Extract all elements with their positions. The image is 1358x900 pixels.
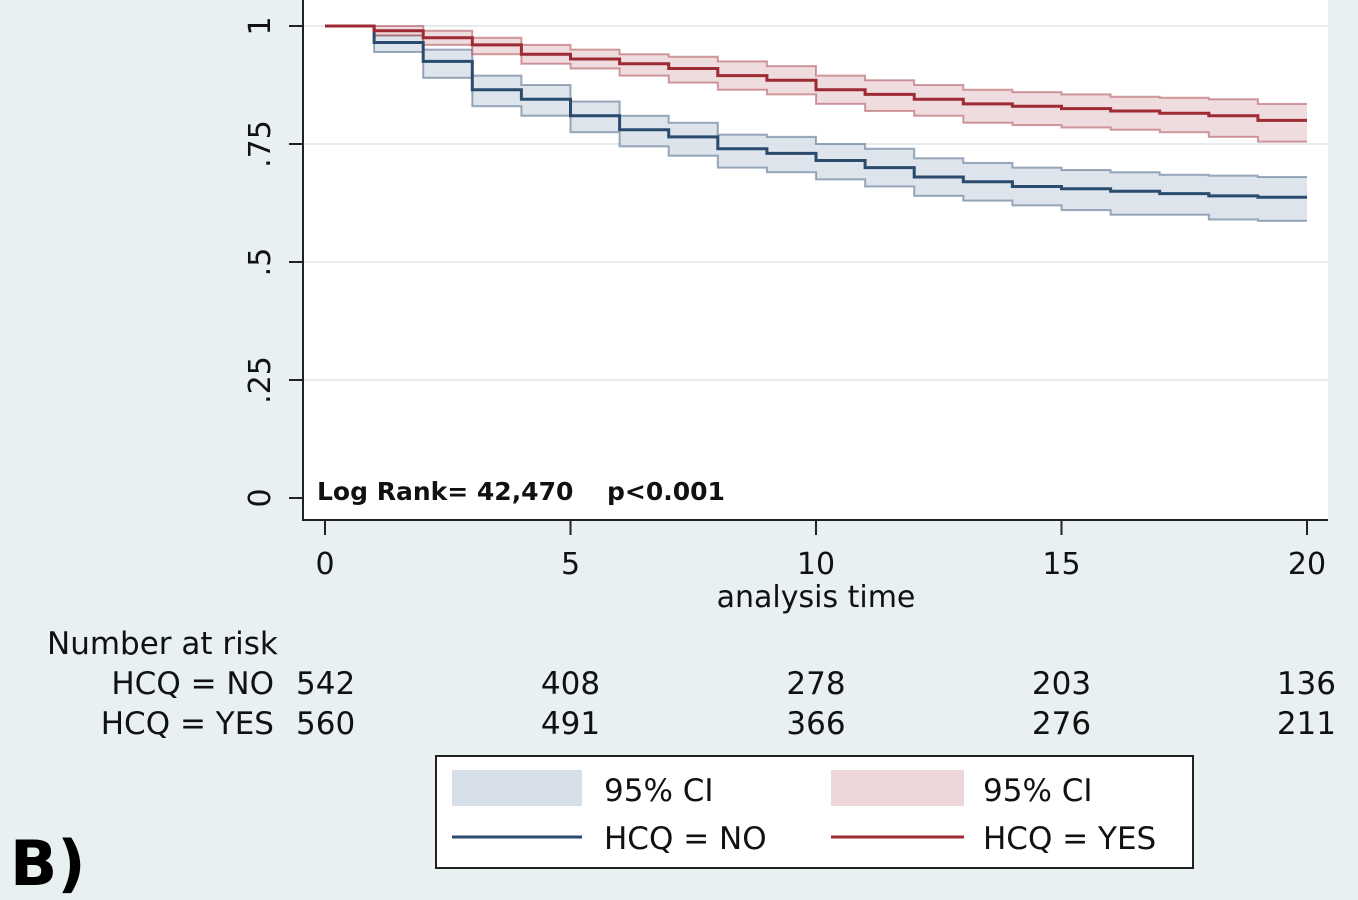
ci-lower-0 [325, 25, 1307, 222]
risk-values: 542 408 278 203 136 560 491 366 276 211 [296, 666, 1336, 742]
log-rank-annotation: Log Rank= 42,470 [317, 477, 573, 506]
legend-label-no: HCQ = NO [604, 821, 767, 857]
legend-label-yes: HCQ = YES [983, 821, 1156, 857]
legend-swatch-ci-no [452, 770, 582, 806]
risk-value: 276 [1032, 706, 1091, 742]
survival-line-1 [325, 24, 1307, 122]
risk-value: 203 [1032, 666, 1091, 702]
y-tick-label: 1 [243, 16, 278, 35]
risk-value: 211 [1277, 706, 1336, 742]
risk-value: 491 [541, 706, 600, 742]
risk-row-label: HCQ = NO [111, 666, 274, 702]
x-axis-ticks: 0 5 10 15 20 [315, 520, 1326, 582]
risk-table-title: Number at risk [47, 626, 278, 662]
x-tick-label: 5 [561, 547, 580, 582]
legend-label-ci-no: 95% CI [604, 773, 714, 809]
panel-label: B) [10, 827, 86, 900]
risk-value: 408 [541, 666, 600, 702]
survival-lines [325, 24, 1307, 199]
legend: 95% CI 95% CI HCQ = NO HCQ = YES [435, 755, 1194, 869]
ci-lower-1 [325, 25, 1307, 143]
survival-line-0 [325, 24, 1307, 199]
ci-upper-1 [325, 25, 1307, 105]
risk-table: Number at risk HCQ = NO HCQ = YES 542 408… [47, 626, 1336, 742]
y-tick-label: 0 [243, 488, 278, 507]
x-tick-label: 20 [1288, 547, 1326, 582]
x-tick-label: 10 [797, 547, 835, 582]
y-axis-ticks: 0 .25 .5 .75 1 [243, 16, 303, 508]
risk-value: 136 [1277, 666, 1336, 702]
x-tick-label: 0 [315, 547, 334, 582]
risk-row-label: HCQ = YES [101, 706, 274, 742]
risk-value: 366 [786, 706, 845, 742]
x-axis-label: analysis time [717, 580, 916, 615]
ci-upper-0 [325, 25, 1307, 178]
risk-value: 278 [786, 666, 845, 702]
y-tick-label: .25 [243, 356, 278, 404]
y-tick-label: .75 [243, 120, 278, 168]
x-tick-label: 15 [1042, 547, 1080, 582]
risk-value: 542 [296, 666, 355, 702]
risk-value: 560 [296, 706, 355, 742]
legend-swatch-ci-yes [831, 770, 964, 806]
y-tick-label: .5 [243, 248, 278, 277]
p-value-annotation: p<0.001 [607, 477, 725, 506]
legend-label-ci-yes: 95% CI [983, 773, 1093, 809]
ci-band-0 [325, 26, 1307, 221]
